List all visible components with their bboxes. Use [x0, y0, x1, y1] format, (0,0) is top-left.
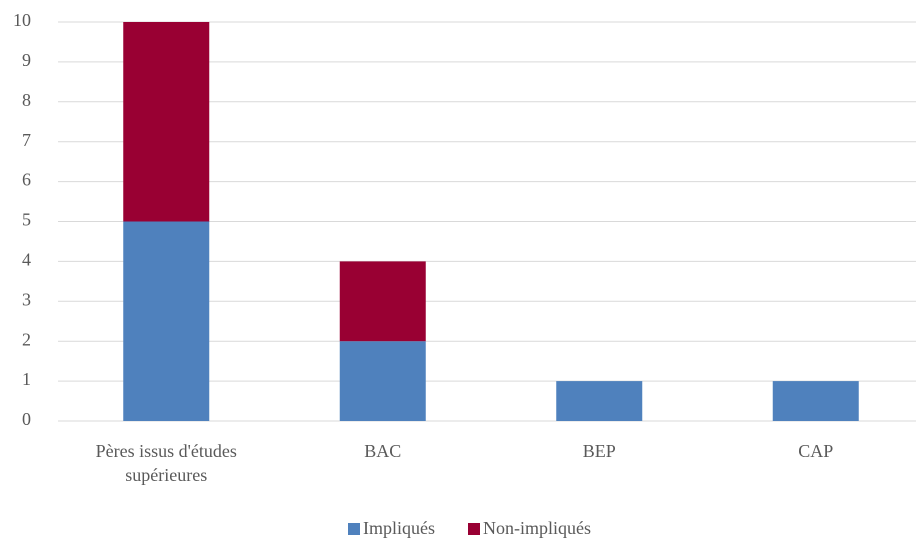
bar-segment [556, 381, 643, 421]
y-tick-label: 4 [22, 250, 31, 270]
legend-swatch [468, 523, 480, 535]
bar-segment [123, 22, 210, 222]
y-tick-label: 10 [13, 10, 31, 30]
bar-segment [339, 261, 426, 342]
y-tick-label: 6 [22, 170, 31, 190]
y-tick-label: 3 [22, 289, 31, 309]
bar-segment [123, 221, 210, 421]
legend-label: Impliqués [363, 518, 435, 538]
x-tick-label: Pères issus d'études supérieures [95, 441, 237, 485]
y-tick-label: 1 [22, 369, 31, 389]
y-tick-label: 8 [22, 90, 31, 110]
legend-swatch [348, 523, 360, 535]
y-tick-label: 0 [22, 409, 31, 429]
y-tick-label: 2 [22, 329, 31, 349]
y-tick-label: 7 [22, 130, 31, 150]
bar-segment [772, 381, 859, 421]
y-tick-label: 5 [22, 210, 31, 230]
x-tick-label: CAP [798, 441, 834, 461]
x-tick-label: BAC [364, 441, 402, 461]
x-tick-label: BEP [582, 441, 616, 461]
bar-segment [339, 341, 426, 421]
y-tick-label: 9 [22, 50, 31, 70]
legend-label: Non-impliqués [483, 518, 591, 538]
